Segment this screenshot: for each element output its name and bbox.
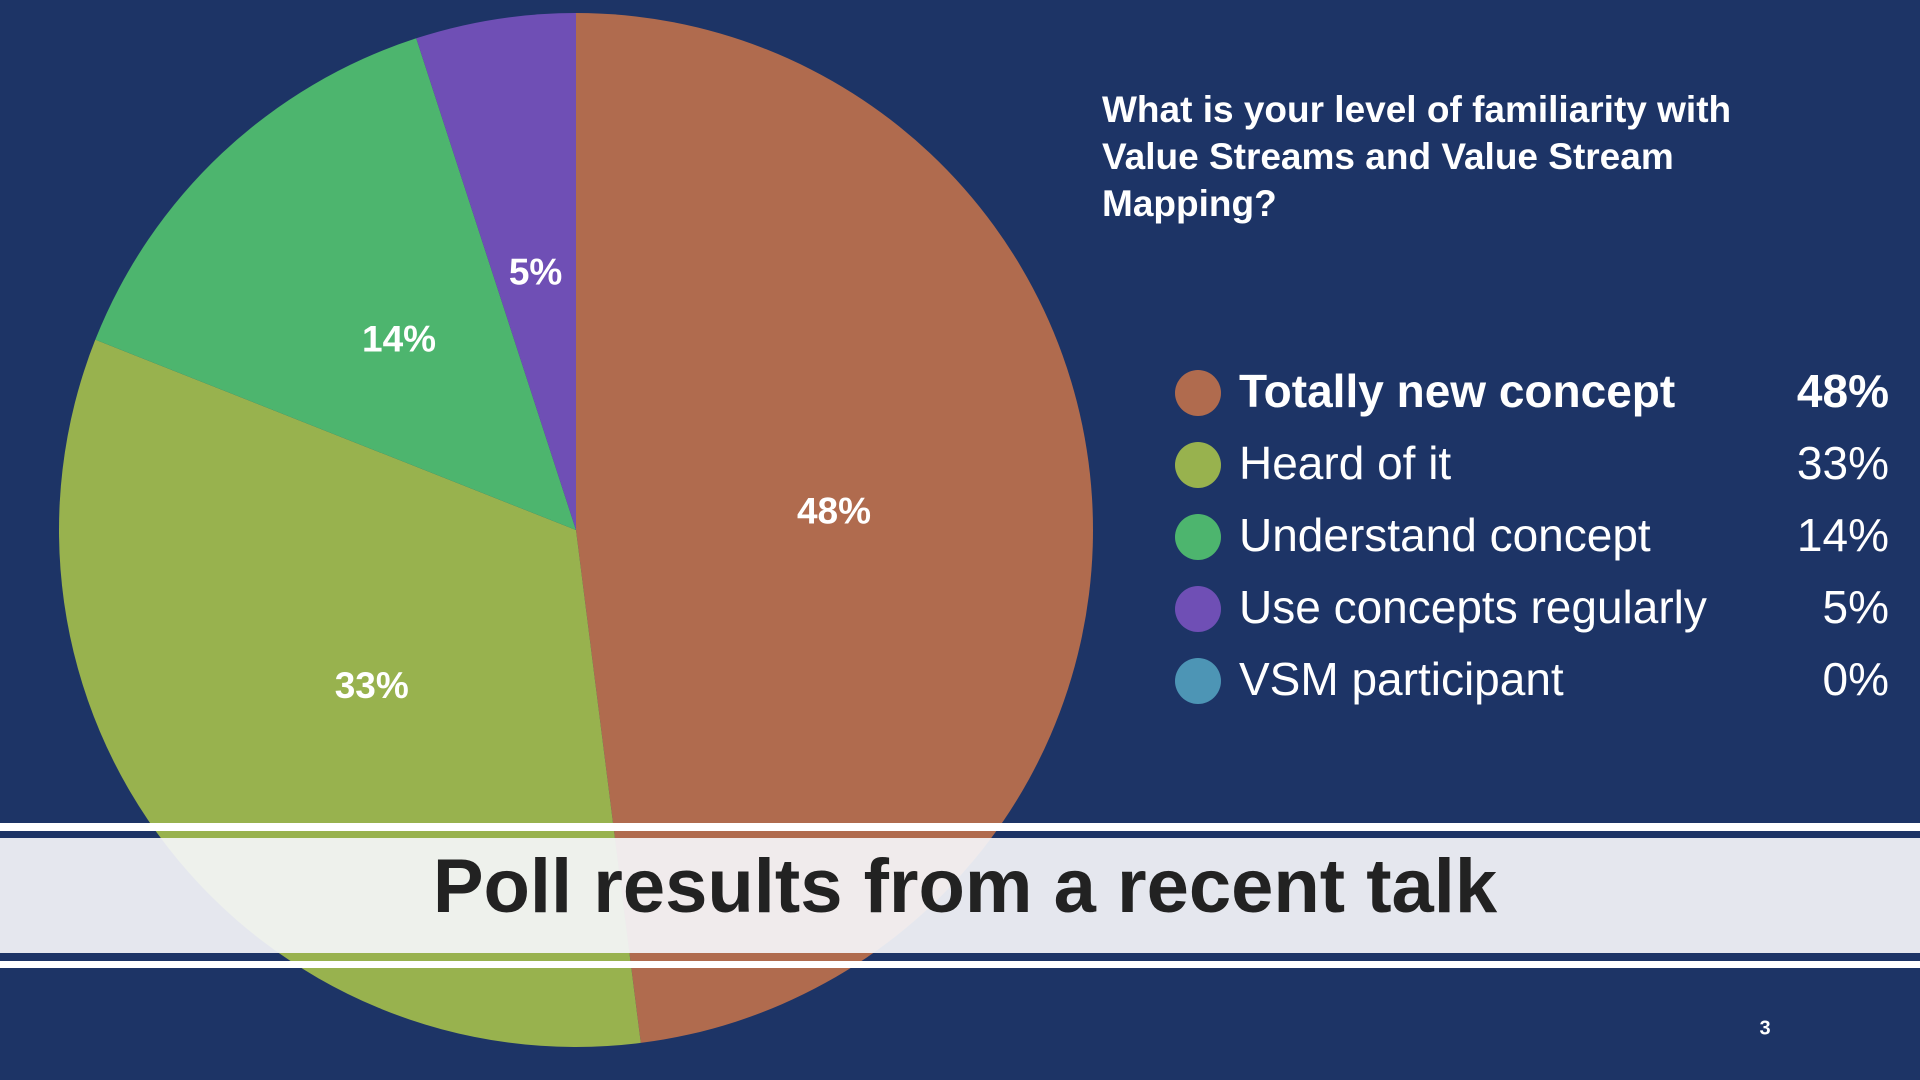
legend: Totally new concept 48% Heard of it 33% Unde… — [1175, 365, 1889, 705]
legend-dot — [1175, 586, 1221, 632]
slice-label: 14% — [362, 318, 436, 359]
legend-dot — [1175, 442, 1221, 488]
legend-label: Understand concept — [1239, 509, 1651, 561]
pie-slice — [576, 13, 1094, 1043]
page-number: 3 — [1759, 1017, 1770, 1039]
legend-value: 14% — [1797, 509, 1889, 561]
legend-dot — [1175, 658, 1221, 704]
chart-title: What is your level of familiarity with V… — [1102, 89, 1732, 224]
banner-stripe — [0, 961, 1920, 968]
legend-label: VSM participant — [1239, 653, 1564, 705]
slice-label: 33% — [335, 665, 409, 706]
legend-dot — [1175, 514, 1221, 560]
legend-value: 0% — [1823, 653, 1889, 705]
slice-label: 5% — [509, 251, 562, 292]
legend-label: Heard of it — [1239, 437, 1451, 489]
legend-dot — [1175, 370, 1221, 416]
legend-value: 33% — [1797, 437, 1889, 489]
legend-value: 48% — [1797, 365, 1889, 417]
legend-value: 5% — [1823, 581, 1889, 633]
banner-band — [0, 838, 1920, 953]
pie-slice — [416, 12, 576, 530]
banner-stripe — [0, 823, 1920, 831]
legend-label: Totally new concept — [1239, 365, 1675, 417]
legend-label: Use concepts regularly — [1239, 581, 1707, 633]
pie-slice — [95, 38, 577, 531]
banner-title: Poll results from a recent talk — [433, 844, 1498, 929]
slice-label: 48% — [797, 491, 871, 532]
